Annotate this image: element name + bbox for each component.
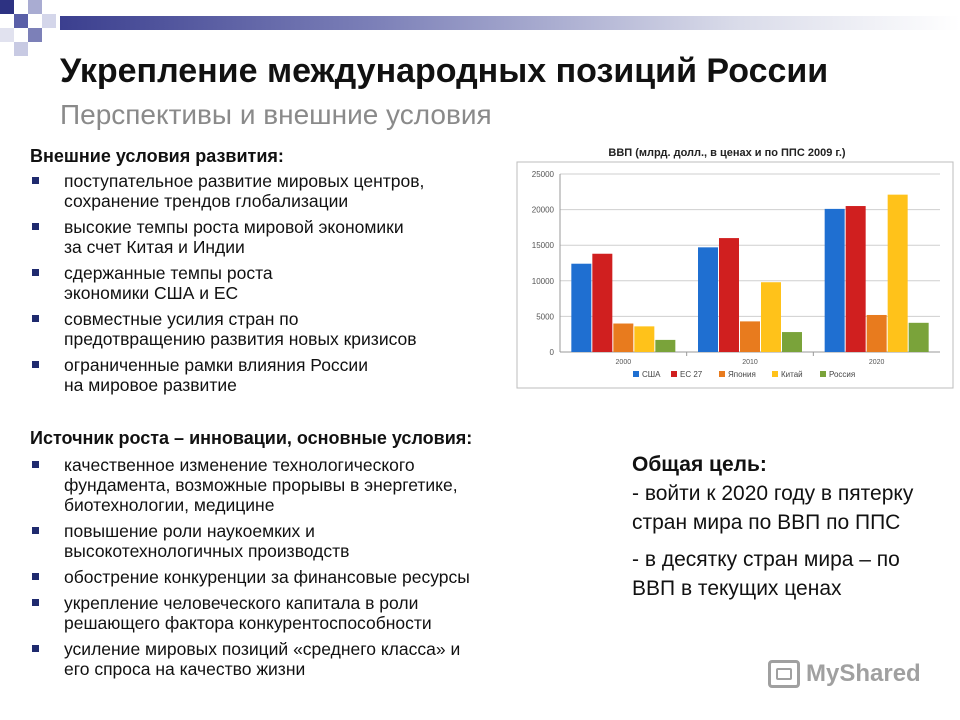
goal-block: Общая цель: - войти к 2020 году в пятерк… — [632, 450, 932, 603]
corner-square-2 — [14, 14, 28, 28]
bar — [887, 194, 908, 352]
list-item: совместные усилия стран по предотвращени… — [30, 309, 424, 349]
legend-label: ЕС 27 — [680, 370, 703, 379]
bar — [824, 208, 845, 352]
external-conditions-heading: Внешние условия развития: — [30, 146, 284, 166]
bullet-square-icon — [32, 599, 39, 606]
corner-square-1 — [0, 0, 14, 14]
external-conditions-list: поступательное развитие мировых центров,… — [30, 171, 424, 401]
top-gradient-bar — [60, 16, 960, 30]
list-item: повышение роли наукоемких и высокотехнол… — [30, 521, 470, 561]
legend-swatch — [719, 371, 725, 377]
goal-title: Общая цель: — [632, 453, 767, 476]
list-item: качественное изменение технологического … — [30, 455, 470, 515]
growth-conditions-list: качественное изменение технологического … — [30, 455, 470, 685]
list-item-text: поступательное развитие мировых центров,… — [64, 171, 425, 211]
corner-square-5 — [14, 42, 28, 56]
bullet-square-icon — [32, 223, 39, 230]
bar — [761, 282, 781, 352]
legend-label: Китай — [781, 370, 803, 379]
bullet-square-icon — [32, 361, 39, 368]
chart-title: ВВП (млрд. долл., в ценах и по ППС 2009 … — [608, 147, 846, 159]
bar — [698, 247, 718, 352]
corner-square-7 — [42, 14, 56, 28]
slide-subtitle: Перспективы и внешние условия — [60, 99, 492, 130]
legend-label: Япония — [728, 370, 756, 379]
slide-title: Укрепление международных позиций России — [60, 52, 829, 90]
bar — [634, 326, 655, 352]
list-item: поступательное развитие мировых центров,… — [30, 171, 424, 211]
watermark-text: MyShared — [806, 660, 921, 687]
list-item-text: сдержанные темпы роста экономики США и Е… — [64, 263, 273, 303]
goal-line-2: - в десятку стран мира – по ВВП в текущи… — [632, 548, 900, 600]
list-item: укрепление человеческого капитала в роли… — [30, 593, 470, 633]
list-item: усиление мировых позиций «среднего класс… — [30, 639, 470, 679]
bar — [740, 321, 760, 352]
x-tick-label: 2010 — [742, 359, 758, 366]
legend-label: США — [642, 370, 661, 379]
list-item: высокие темпы роста мировой экономики за… — [30, 217, 424, 257]
bar — [908, 322, 929, 352]
y-tick-label: 5000 — [536, 312, 554, 321]
list-item-text: укрепление человеческого капитала в роли… — [64, 593, 432, 633]
legend-swatch — [820, 371, 826, 377]
gdp-bar-chart: 0 5000 10000 15000 20000 25000 2000 2010 2020 США… — [516, 161, 954, 389]
y-tick-label: 15000 — [532, 241, 555, 250]
goal-line-1: - войти к 2020 году в пятерку стран мира… — [632, 482, 914, 534]
bullet-square-icon — [32, 461, 39, 468]
list-item-text: усиление мировых позиций «среднего класс… — [64, 639, 461, 679]
bar — [845, 206, 866, 352]
legend-swatch — [633, 371, 639, 377]
corner-square-4 — [28, 28, 42, 42]
bar — [592, 253, 613, 352]
corner-square-6 — [0, 28, 14, 42]
legend-label: Россия — [829, 370, 855, 379]
bar — [866, 314, 887, 352]
bar — [571, 263, 592, 352]
bullet-square-icon — [32, 269, 39, 276]
legend-swatch — [671, 371, 677, 377]
y-tick-label: 20000 — [532, 206, 555, 215]
bullet-square-icon — [32, 527, 39, 534]
myshared-logo-icon — [768, 660, 800, 688]
watermark: MyShared — [768, 656, 921, 692]
bullet-square-icon — [32, 573, 39, 580]
list-item-text: высокие темпы роста мировой экономики за… — [64, 217, 404, 257]
bullet-square-icon — [32, 177, 39, 184]
bullet-square-icon — [32, 315, 39, 322]
list-item: ограниченные рамки влияния России на мир… — [30, 355, 424, 395]
bar — [719, 238, 739, 352]
list-item: сдержанные темпы роста экономики США и Е… — [30, 263, 424, 303]
growth-source-heading: Источник роста – инновации, основные усл… — [30, 428, 473, 448]
legend-swatch — [772, 371, 778, 377]
y-tick-label: 10000 — [532, 277, 555, 286]
bar — [655, 339, 676, 352]
y-tick-label: 0 — [550, 348, 555, 357]
list-item-text: совместные усилия стран по предотвращени… — [64, 309, 417, 349]
bar — [613, 323, 634, 352]
list-item-text: повышение роли наукоемких и высокотехнол… — [64, 521, 350, 561]
x-tick-label: 2000 — [616, 359, 632, 366]
list-item-text: обострение конкуренции за финансовые рес… — [64, 567, 470, 587]
corner-square-3 — [28, 0, 42, 14]
x-tick-label: 2020 — [869, 359, 885, 366]
list-item-text: качественное изменение технологического … — [64, 455, 458, 515]
list-item-text: ограниченные рамки влияния России на мир… — [64, 355, 368, 395]
bar — [782, 332, 802, 352]
y-tick-label: 25000 — [532, 170, 555, 179]
list-item: обострение конкуренции за финансовые рес… — [30, 567, 470, 587]
bullet-square-icon — [32, 645, 39, 652]
